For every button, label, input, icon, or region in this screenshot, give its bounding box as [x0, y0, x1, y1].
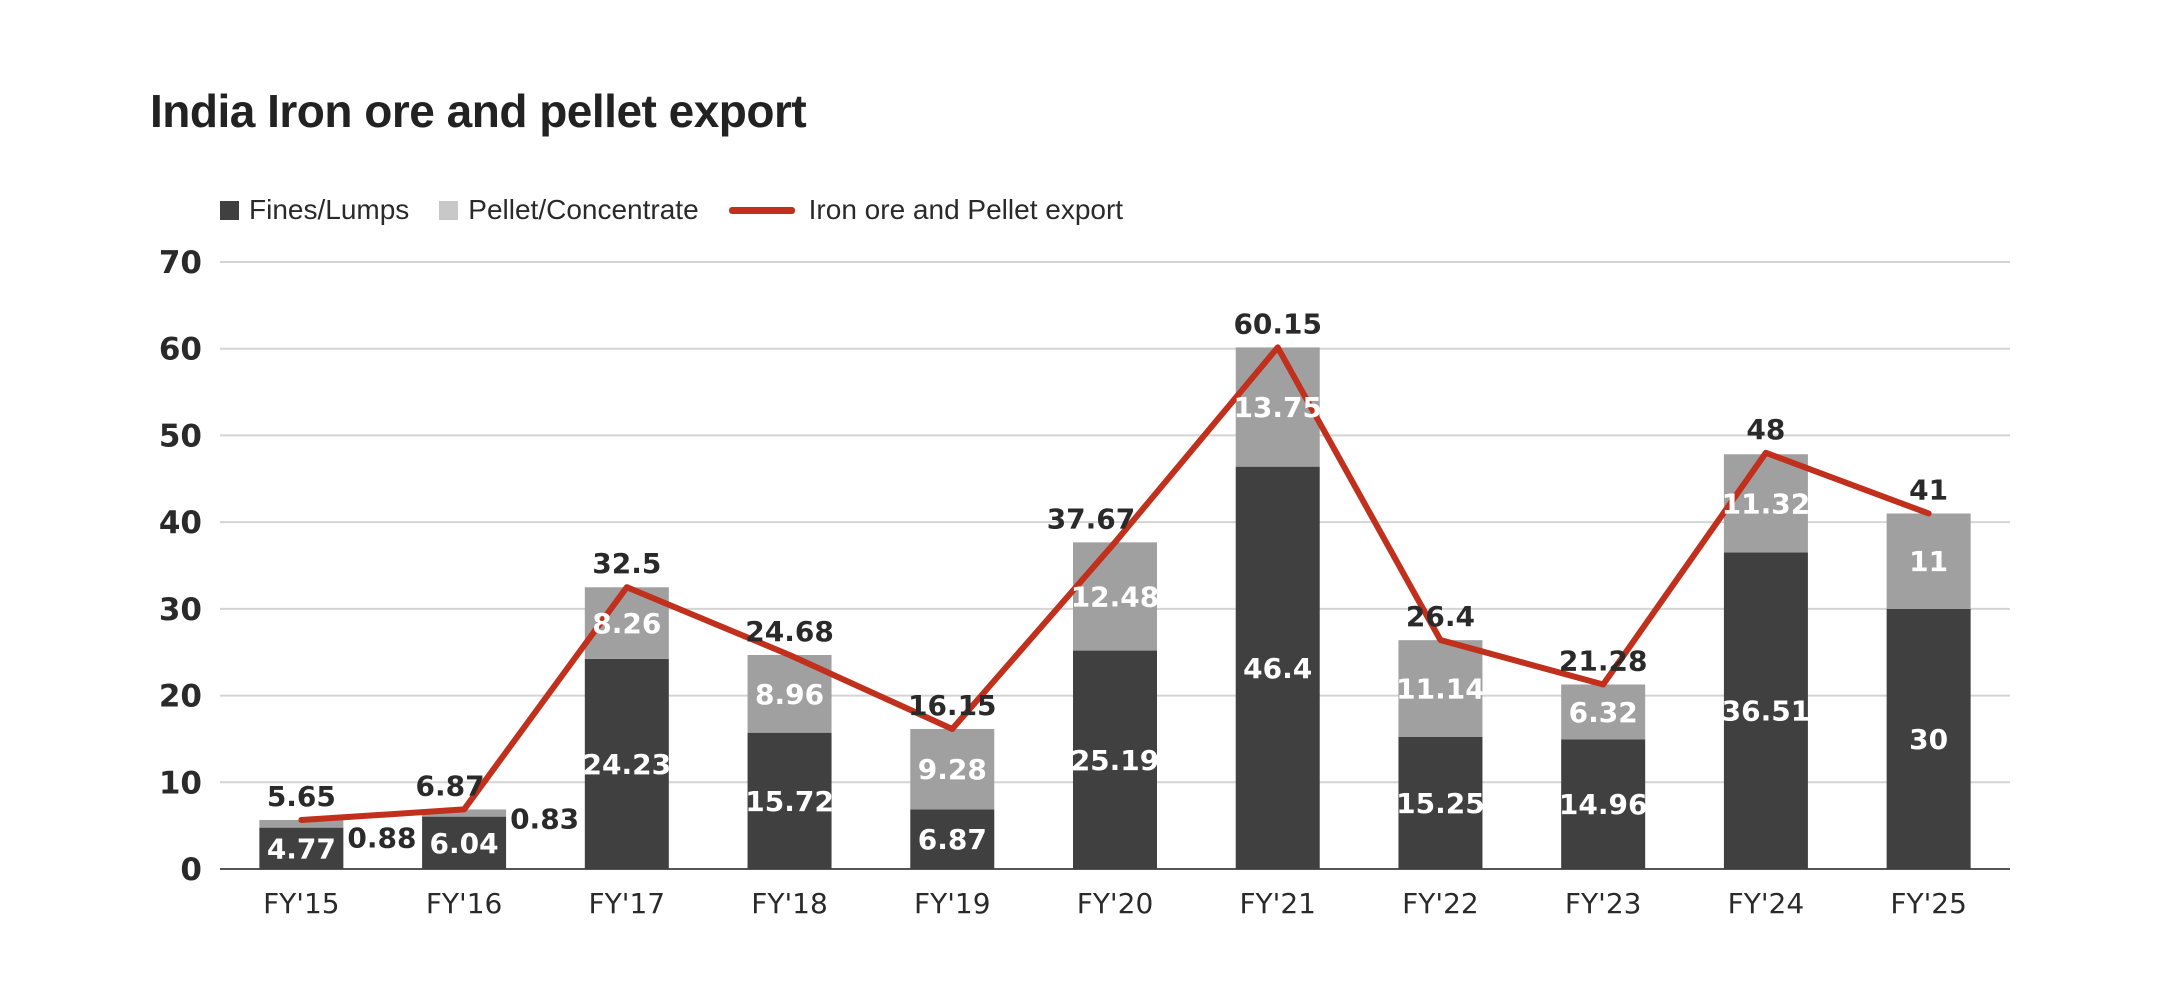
legend-swatch-pellet-concentrate — [439, 200, 459, 220]
bar-pellet-concentrate — [259, 820, 344, 828]
data-label-total-export: 60.15 — [1233, 307, 1322, 340]
bar-fines-lumps — [1073, 650, 1157, 869]
data-label-total-export: 32.5 — [592, 547, 661, 580]
data-label-total-export: 41 — [1909, 473, 1948, 506]
bar-fines-lumps — [1561, 739, 1646, 869]
legend-label-total-export: Iron ore and Pellet export — [808, 194, 1124, 225]
y-tick-label: 0 — [180, 852, 202, 888]
data-label-fines-lumps: 4.77 — [267, 832, 336, 865]
y-tick-label: 60 — [159, 332, 202, 368]
legend-label-fines-lumps: Fines/Lumps — [249, 194, 410, 225]
bar-pellet-concentrate — [422, 809, 507, 817]
bar-pellet-concentrate — [1886, 513, 1971, 609]
data-label-total-export: 48 — [1746, 413, 1785, 446]
bar-fines-lumps — [584, 658, 669, 869]
data-label-fines-lumps: 6.04 — [430, 827, 499, 860]
bar-fines-lumps — [422, 816, 507, 869]
data-label-fines-lumps: 15.72 — [745, 785, 834, 818]
bar-pellet-concentrate — [910, 728, 995, 810]
bar-pellet-concentrate — [1561, 684, 1646, 740]
x-tick-label: FY'17 — [589, 887, 666, 920]
data-label-fines-lumps: 24.23 — [583, 748, 672, 781]
bar-pellet-concentrate — [1398, 640, 1483, 737]
bar-pellet-concentrate — [1723, 454, 1808, 553]
data-label-total-export: 6.87 — [416, 769, 485, 802]
bar-fines-lumps — [910, 809, 995, 869]
data-label-fines-lumps: 25.19 — [1071, 744, 1160, 777]
y-tick-label: 40 — [159, 505, 202, 541]
data-label-total-export: 21.28 — [1559, 644, 1648, 677]
chart-legend: Fines/Lumps Pellet/Concentrate Iron ore … — [220, 190, 1153, 230]
data-label-pellet-concentrate: 11 — [1909, 545, 1948, 578]
data-label-fines-lumps: 6.87 — [918, 823, 987, 856]
chart-title: India Iron ore and pellet export — [150, 85, 807, 137]
legend-item-fines-lumps: Fines/Lumps — [220, 194, 409, 226]
data-label-total-export: 26.4 — [1406, 600, 1475, 633]
bar-pellet-concentrate — [1073, 542, 1157, 651]
data-label-pellet-concentrate: 0.88 — [347, 822, 416, 855]
y-tick-label: 50 — [159, 418, 202, 454]
data-label-total-export: 24.68 — [745, 615, 834, 648]
y-tick-label: 10 — [159, 765, 202, 801]
x-tick-label: FY'18 — [751, 887, 828, 920]
data-label-fines-lumps: 36.51 — [1722, 695, 1811, 728]
legend-item-total-export: Iron ore and Pellet export — [728, 194, 1124, 226]
x-tick-label: FY'15 — [263, 887, 340, 920]
data-label-pellet-concentrate: 11.32 — [1722, 487, 1811, 520]
y-tick-label: 20 — [159, 679, 202, 715]
bar-pellet-concentrate — [1235, 347, 1320, 467]
bar-fines-lumps — [1886, 608, 1971, 869]
legend-swatch-total-export — [728, 206, 795, 214]
x-tick-label: FY'22 — [1402, 887, 1479, 920]
bar-fines-lumps — [259, 827, 344, 869]
data-label-pellet-concentrate: 11.14 — [1396, 672, 1485, 705]
y-tick-label: 70 — [159, 245, 202, 281]
x-tick-label: FY'23 — [1565, 887, 1642, 920]
bar-fines-lumps — [747, 732, 832, 869]
legend-label-pellet-concentrate: Pellet/Concentrate — [468, 194, 699, 225]
x-tick-label: FY'20 — [1077, 887, 1154, 920]
data-label-pellet-concentrate: 6.32 — [1569, 696, 1638, 729]
data-label-fines-lumps: 30 — [1909, 723, 1948, 756]
data-label-pellet-concentrate: 9.28 — [918, 753, 987, 786]
bar-fines-lumps — [1398, 736, 1483, 869]
data-label-total-export: 5.65 — [267, 780, 336, 813]
x-tick-label: FY'25 — [1890, 887, 1967, 920]
data-label-fines-lumps: 15.25 — [1396, 787, 1485, 820]
data-label-fines-lumps: 46.4 — [1243, 652, 1312, 685]
data-label-total-export: 16.15 — [908, 689, 997, 722]
y-tick-label: 30 — [159, 592, 202, 628]
x-tick-label: FY'16 — [426, 887, 503, 920]
data-label-pellet-concentrate: 0.83 — [510, 803, 579, 836]
line-total-export — [298, 344, 1932, 824]
data-label-total-export: 37.67 — [1047, 502, 1136, 535]
x-tick-label: FY'21 — [1239, 887, 1316, 920]
data-label-pellet-concentrate: 13.75 — [1233, 391, 1322, 424]
legend-swatch-fines-lumps — [220, 200, 239, 220]
data-label-pellet-concentrate: 8.26 — [592, 607, 661, 640]
data-label-pellet-concentrate: 8.96 — [755, 678, 824, 711]
legend-item-pellet-concentrate: Pellet/Concentrate — [439, 194, 699, 226]
data-label-fines-lumps: 14.96 — [1559, 788, 1648, 821]
bar-fines-lumps — [1235, 466, 1320, 869]
x-tick-label: FY'24 — [1728, 887, 1805, 920]
bar-fines-lumps — [1723, 552, 1808, 869]
data-label-pellet-concentrate: 12.48 — [1071, 580, 1160, 613]
x-tick-label: FY'19 — [914, 887, 991, 920]
